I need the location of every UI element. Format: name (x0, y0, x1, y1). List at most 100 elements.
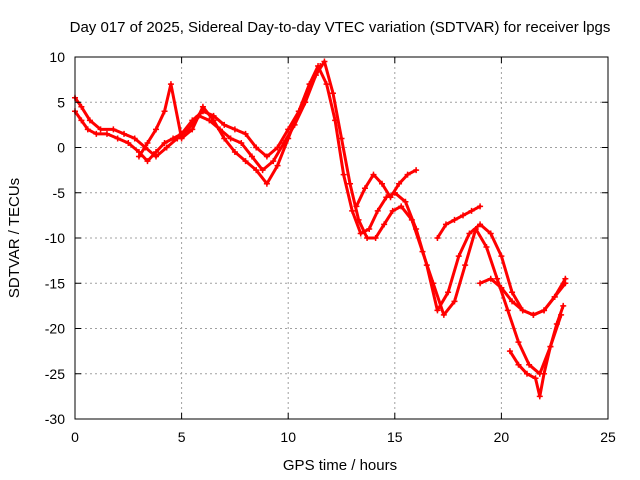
x-tick-label: 25 (600, 429, 616, 445)
data-point (519, 307, 526, 314)
series-7 (506, 302, 567, 400)
series-line (73, 60, 563, 376)
data-point (361, 185, 368, 192)
data-point (434, 235, 441, 241)
data-point (242, 158, 249, 165)
data-point (451, 298, 458, 305)
data-point (483, 244, 490, 251)
series-line (73, 64, 567, 317)
data-point (498, 284, 505, 291)
data-point (462, 262, 469, 269)
data-point (135, 153, 142, 160)
data-point (560, 302, 567, 309)
data-point (451, 216, 458, 223)
data-point (553, 320, 560, 327)
chart-title: Day 017 of 2025, Sidereal Day-to-day VTE… (70, 19, 611, 36)
data-point (231, 149, 238, 156)
data-point (227, 135, 234, 142)
data-point (114, 135, 121, 142)
series-line (354, 168, 418, 208)
data-point (306, 81, 313, 88)
data-point (125, 139, 132, 146)
data-point (504, 307, 511, 314)
data-point (547, 343, 554, 350)
data-point (413, 167, 420, 174)
data-point (374, 207, 381, 214)
data-point (515, 339, 522, 346)
data-point (78, 117, 85, 124)
data-point (487, 230, 494, 237)
data-point (161, 139, 168, 146)
series-3 (135, 63, 324, 187)
data-point (131, 135, 138, 142)
data-point (349, 207, 356, 214)
data-point (498, 253, 505, 260)
data-point (167, 81, 174, 88)
data-point (440, 311, 447, 318)
data-point (338, 135, 345, 142)
data-point (238, 139, 245, 146)
y-tick-label: -20 (45, 321, 65, 337)
data-point (526, 361, 533, 368)
data-point (419, 248, 426, 255)
data-point (153, 153, 160, 160)
data-point (321, 58, 328, 65)
data-point (285, 135, 292, 142)
data-point (370, 171, 377, 178)
data-point (551, 293, 558, 300)
data-point (442, 221, 449, 228)
data-point (509, 298, 516, 305)
y-tick-label: -25 (45, 366, 65, 382)
data-point (121, 130, 128, 137)
data-point (402, 198, 409, 205)
data-point (562, 275, 569, 282)
data-point (536, 393, 543, 400)
data-point (357, 230, 364, 237)
data-point (430, 280, 437, 287)
data-point (317, 63, 324, 70)
y-axis-label: SDTVAR / TECUs (6, 178, 23, 298)
y-tick-label: -10 (45, 230, 65, 246)
series-2 (72, 58, 565, 377)
y-tick-label: -15 (45, 275, 65, 291)
data-point (347, 180, 354, 187)
data-point (242, 130, 249, 137)
x-tick-label: 10 (280, 429, 296, 445)
data-point (398, 203, 405, 210)
data-point (163, 144, 170, 151)
y-tick-label: 10 (49, 49, 65, 65)
data-point (404, 171, 411, 178)
data-point (97, 126, 104, 133)
data-point (274, 162, 281, 169)
data-point (541, 370, 548, 377)
data-point (144, 139, 151, 146)
data-point (263, 153, 270, 160)
x-axis-label: GPS time / hours (283, 457, 397, 474)
y-tick-label: 5 (57, 94, 65, 110)
data-point (389, 207, 396, 214)
data-point (468, 207, 475, 214)
data-point (366, 225, 373, 232)
series-line (137, 64, 322, 186)
data-point (477, 203, 484, 210)
data-point (477, 280, 484, 287)
grid (75, 57, 608, 419)
data-point (530, 311, 537, 318)
data-point (84, 126, 91, 133)
data-point (199, 103, 206, 110)
data-point (161, 108, 168, 115)
data-point (86, 117, 93, 124)
data-point (455, 253, 462, 260)
data-point (110, 126, 117, 133)
data-point (78, 103, 85, 110)
series-line (508, 304, 565, 398)
data-point (434, 307, 441, 314)
x-tick-label: 15 (387, 429, 403, 445)
data-point (231, 126, 238, 133)
data-point (494, 275, 501, 282)
data-point (353, 203, 360, 210)
data-point (263, 180, 270, 187)
data-point (210, 117, 217, 124)
data-point (178, 135, 185, 142)
